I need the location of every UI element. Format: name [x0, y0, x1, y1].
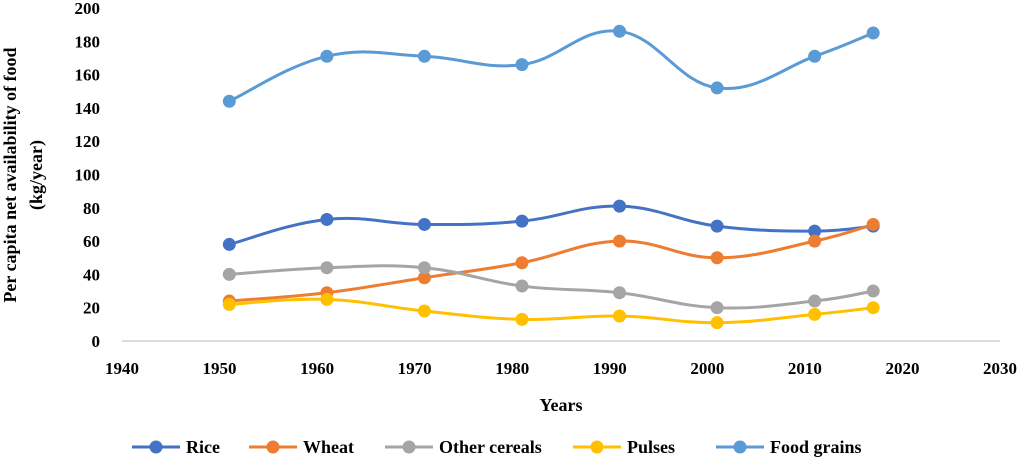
legend-label: Rice: [186, 437, 220, 457]
data-point-other-cereals: [515, 279, 529, 293]
data-point-rice: [320, 212, 334, 226]
series-points: [222, 24, 880, 330]
data-point-food-grains: [515, 58, 529, 72]
series-line-food-grains: [228, 29, 874, 103]
data-point-rice: [808, 224, 822, 238]
series-line-other-cereals: [229, 264, 874, 310]
legend-swatch-marker: [590, 440, 604, 454]
legend-swatch-marker: [266, 440, 280, 454]
data-point-other-cereals: [613, 286, 627, 300]
legend-item-other-cereals: Other cereals: [385, 437, 542, 457]
x-tick-label: 1940: [105, 359, 139, 378]
y-tick-label: 160: [75, 66, 101, 85]
data-point-rice: [417, 217, 431, 231]
y-tick-label: 140: [75, 99, 101, 118]
y-tick-label: 40: [83, 265, 100, 284]
data-point-wheat: [417, 271, 431, 285]
data-point-other-cereals: [222, 267, 236, 281]
x-tick-label: 2010: [788, 359, 822, 378]
x-tick-label: 1980: [495, 359, 529, 378]
legend-item-rice: Rice: [132, 437, 220, 457]
data-point-food-grains: [320, 49, 334, 63]
data-point-wheat: [710, 251, 724, 265]
data-point-food-grains: [866, 26, 880, 40]
x-tick-label: 2020: [885, 359, 919, 378]
data-point-rice: [710, 219, 724, 233]
x-tick-labels: 1940 1950 1960 1970 1980 1990 2000 2010 2020 2030: [105, 359, 1017, 378]
data-point-pulses: [515, 312, 529, 326]
data-point-wheat: [515, 256, 529, 270]
x-tick-label: 2000: [690, 359, 724, 378]
x-axis-title: Years: [540, 395, 583, 415]
legend-swatch-marker: [402, 440, 416, 454]
y-tick-label: 80: [83, 199, 100, 218]
y-axis-title-unit: (kg/year): [26, 140, 47, 210]
data-point-wheat: [808, 234, 822, 248]
data-point-other-cereals: [866, 284, 880, 298]
data-point-food-grains: [710, 81, 724, 95]
data-point-rice: [222, 237, 236, 251]
y-tick-label: 20: [83, 299, 100, 318]
legend-label: Other cereals: [439, 437, 542, 457]
series-line-wheat: [229, 223, 874, 303]
data-point-pulses: [417, 304, 431, 318]
data-point-pulses: [613, 309, 627, 323]
legend-item-food-grains: Food grains: [716, 437, 862, 457]
legend-label: Pulses: [627, 437, 675, 457]
x-tick-label: 2030: [983, 359, 1017, 378]
y-tick-label: 200: [75, 0, 101, 18]
data-point-food-grains: [222, 94, 236, 108]
y-tick-label: 180: [75, 32, 101, 51]
x-tick-label: 1990: [593, 359, 627, 378]
legend: Rice Wheat Other cereals Pulses Food grains: [132, 437, 862, 457]
legend-label: Wheat: [303, 437, 354, 457]
legend-swatch-marker: [733, 440, 747, 454]
x-tick-label: 1960: [300, 359, 334, 378]
data-point-wheat: [613, 234, 627, 248]
x-tick-label: 1970: [398, 359, 432, 378]
y-tick-label: 120: [75, 132, 101, 151]
x-tick-label: 1950: [203, 359, 237, 378]
legend-item-wheat: Wheat: [249, 437, 354, 457]
y-tick-labels: 0 20 40 60 80 100 120 140 160 180 200: [75, 0, 101, 351]
data-point-rice: [515, 214, 529, 228]
data-point-pulses: [866, 301, 880, 315]
y-tick-label: 60: [83, 232, 100, 251]
data-point-rice: [613, 199, 627, 213]
legend-swatch-marker: [149, 440, 163, 454]
data-point-other-cereals: [417, 261, 431, 275]
data-point-pulses: [808, 307, 822, 321]
data-point-pulses: [710, 316, 724, 330]
data-point-pulses: [222, 297, 236, 311]
y-tick-label: 100: [75, 166, 101, 185]
data-point-other-cereals: [320, 261, 334, 275]
data-point-pulses: [320, 292, 334, 306]
series-line-pulses: [229, 297, 874, 325]
y-tick-label: 0: [92, 332, 101, 351]
data-point-food-grains: [808, 49, 822, 63]
data-point-food-grains: [613, 24, 627, 38]
y-axis-title: Per capita net availability of food: [0, 47, 20, 302]
data-point-wheat: [866, 217, 880, 231]
data-point-food-grains: [417, 49, 431, 63]
legend-item-pulses: Pulses: [573, 437, 675, 457]
data-point-other-cereals: [808, 294, 822, 308]
data-point-other-cereals: [710, 301, 724, 315]
legend-label: Food grains: [770, 437, 862, 457]
series-lines: [228, 29, 874, 325]
